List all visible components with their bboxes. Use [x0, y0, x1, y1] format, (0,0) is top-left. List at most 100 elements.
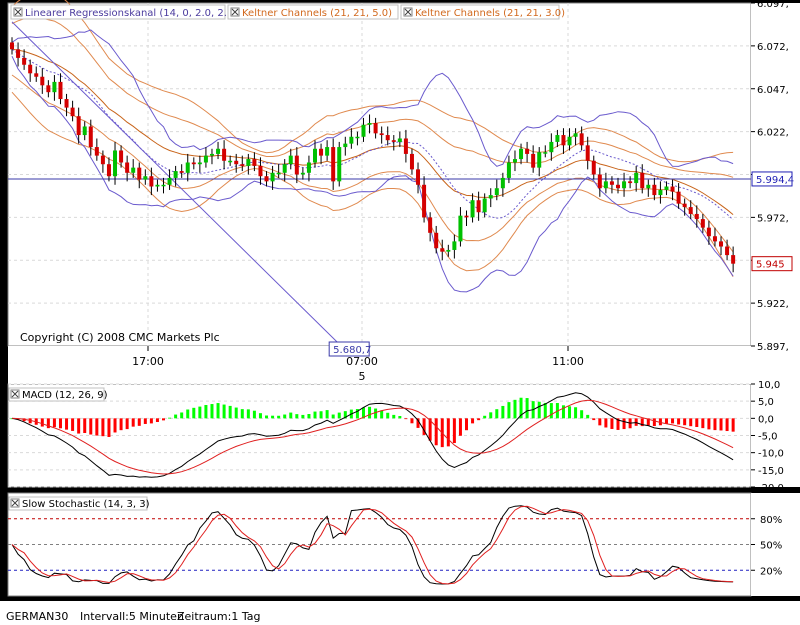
candle-body	[452, 241, 457, 250]
candle-body	[240, 164, 245, 166]
macd-axis-strip	[751, 384, 800, 487]
regression-channel-upper	[11, 29, 734, 167]
macd-histogram-bar	[610, 418, 614, 429]
macd-histogram-bar	[458, 418, 462, 436]
stoch-legend-label: Slow Stochastic (14, 3, 3)	[22, 499, 150, 510]
macd-histogram-bar	[622, 418, 626, 430]
candle-body	[58, 81, 63, 100]
macd-histogram-bar	[107, 418, 111, 437]
macd-histogram-bar	[561, 405, 565, 419]
legend-label: Keltner Channels (21, 21, 3.0)	[415, 8, 565, 19]
candle-body	[197, 162, 202, 165]
macd-histogram-bar	[398, 416, 402, 419]
macd-histogram-bar	[319, 411, 323, 419]
candle-body	[531, 153, 536, 168]
macd-histogram-bar	[52, 418, 56, 428]
macd-histogram-bar	[198, 406, 202, 419]
candle-body	[706, 227, 711, 237]
macd-histogram-bar	[519, 397, 523, 419]
price-marker-box	[751, 171, 793, 187]
stoch-tick-label: 20%	[760, 566, 782, 577]
macd-histogram-bar	[131, 418, 135, 427]
price-tick-label: 6.097,	[757, 0, 789, 10]
keltner-outer-lower	[11, 91, 734, 278]
candle-body	[76, 116, 81, 136]
price-marker-box	[751, 256, 793, 272]
candle-body	[361, 124, 366, 137]
macd-histogram-bar	[580, 410, 584, 419]
stoch-tick-label: 80%	[760, 515, 782, 526]
price-tick-label: 6.047,	[757, 85, 789, 96]
macd-histogram-bar	[707, 418, 711, 430]
macd-histogram-bar	[258, 413, 262, 419]
macd-histogram-bar	[234, 407, 238, 419]
macd-tick-label: -5,0	[758, 432, 778, 443]
candle-body	[525, 148, 530, 154]
candle-body	[622, 181, 627, 189]
candle-body	[137, 167, 142, 180]
macd-histogram-bar	[101, 418, 105, 437]
candle-body	[22, 57, 27, 65]
macd-histogram-bar	[355, 409, 359, 419]
macd-histogram-bar	[95, 418, 99, 436]
candle-body	[167, 177, 172, 185]
candle-body	[409, 153, 414, 170]
candle-body	[10, 42, 14, 50]
macd-histogram-bar	[568, 406, 572, 419]
price-tick-label: 5.897,	[757, 342, 789, 353]
candle-body	[373, 123, 378, 134]
candle-body	[416, 169, 421, 185]
macd-histogram-bar	[392, 414, 396, 419]
macd-histogram-bar	[174, 414, 178, 419]
macd-histogram-bar	[731, 418, 735, 432]
candle-body	[276, 172, 281, 175]
candle-body	[537, 152, 542, 168]
candle-body	[694, 213, 699, 220]
candle-body	[28, 64, 33, 74]
macd-histogram-bar	[483, 415, 487, 419]
macd-histogram-bar	[586, 414, 590, 419]
candle-body	[725, 246, 730, 256]
candle-body	[173, 171, 178, 178]
time-axis: 17:00 07:00 11:00 5 5.680,7	[132, 341, 584, 383]
candle-body	[252, 159, 257, 166]
macd-histogram-bar	[725, 418, 729, 432]
min-marker-box	[328, 341, 370, 357]
candlesticks	[10, 37, 736, 273]
candle-body	[555, 135, 560, 142]
candle-body	[428, 217, 433, 233]
macd-histogram-bar	[337, 412, 341, 419]
keltner-mid	[11, 48, 734, 215]
macd-histogram-bar	[149, 418, 153, 424]
candle-body	[246, 159, 251, 166]
macd-histogram-bar	[210, 404, 214, 419]
macd-histogram-bar	[204, 405, 208, 419]
candle-body	[313, 148, 317, 163]
macd-histogram-bar	[216, 403, 220, 419]
candle-body	[458, 215, 463, 242]
macd-histogram-bar	[640, 418, 644, 427]
candle-body	[52, 81, 57, 93]
macd-histogram-bar	[646, 418, 650, 426]
candle-body	[355, 136, 360, 139]
candle-body	[40, 76, 45, 86]
candle-body	[209, 153, 214, 156]
candle-body	[319, 148, 324, 156]
candle-body	[476, 200, 481, 213]
candle-body	[143, 176, 148, 180]
price-indicators: Copyright (C) 2008 CMC Markets Plc	[8, 0, 751, 347]
candle-body	[682, 203, 687, 208]
macd-tick-label: -20,0	[758, 483, 784, 494]
candle-body	[634, 172, 639, 184]
macd-histogram-bar	[477, 418, 481, 421]
macd-histogram-bar	[683, 418, 687, 426]
candle-body	[603, 181, 608, 189]
candle-body	[94, 147, 99, 156]
copyright-label: Copyright (C) 2008 CMC Markets Plc	[20, 331, 220, 344]
macd-histogram-bar	[701, 418, 705, 429]
time-tick-label: 17:00	[132, 355, 164, 368]
macd-histogram-bar	[252, 410, 256, 419]
legend-item	[10, 4, 226, 20]
candle-body	[300, 172, 305, 175]
candle-body	[640, 172, 645, 189]
